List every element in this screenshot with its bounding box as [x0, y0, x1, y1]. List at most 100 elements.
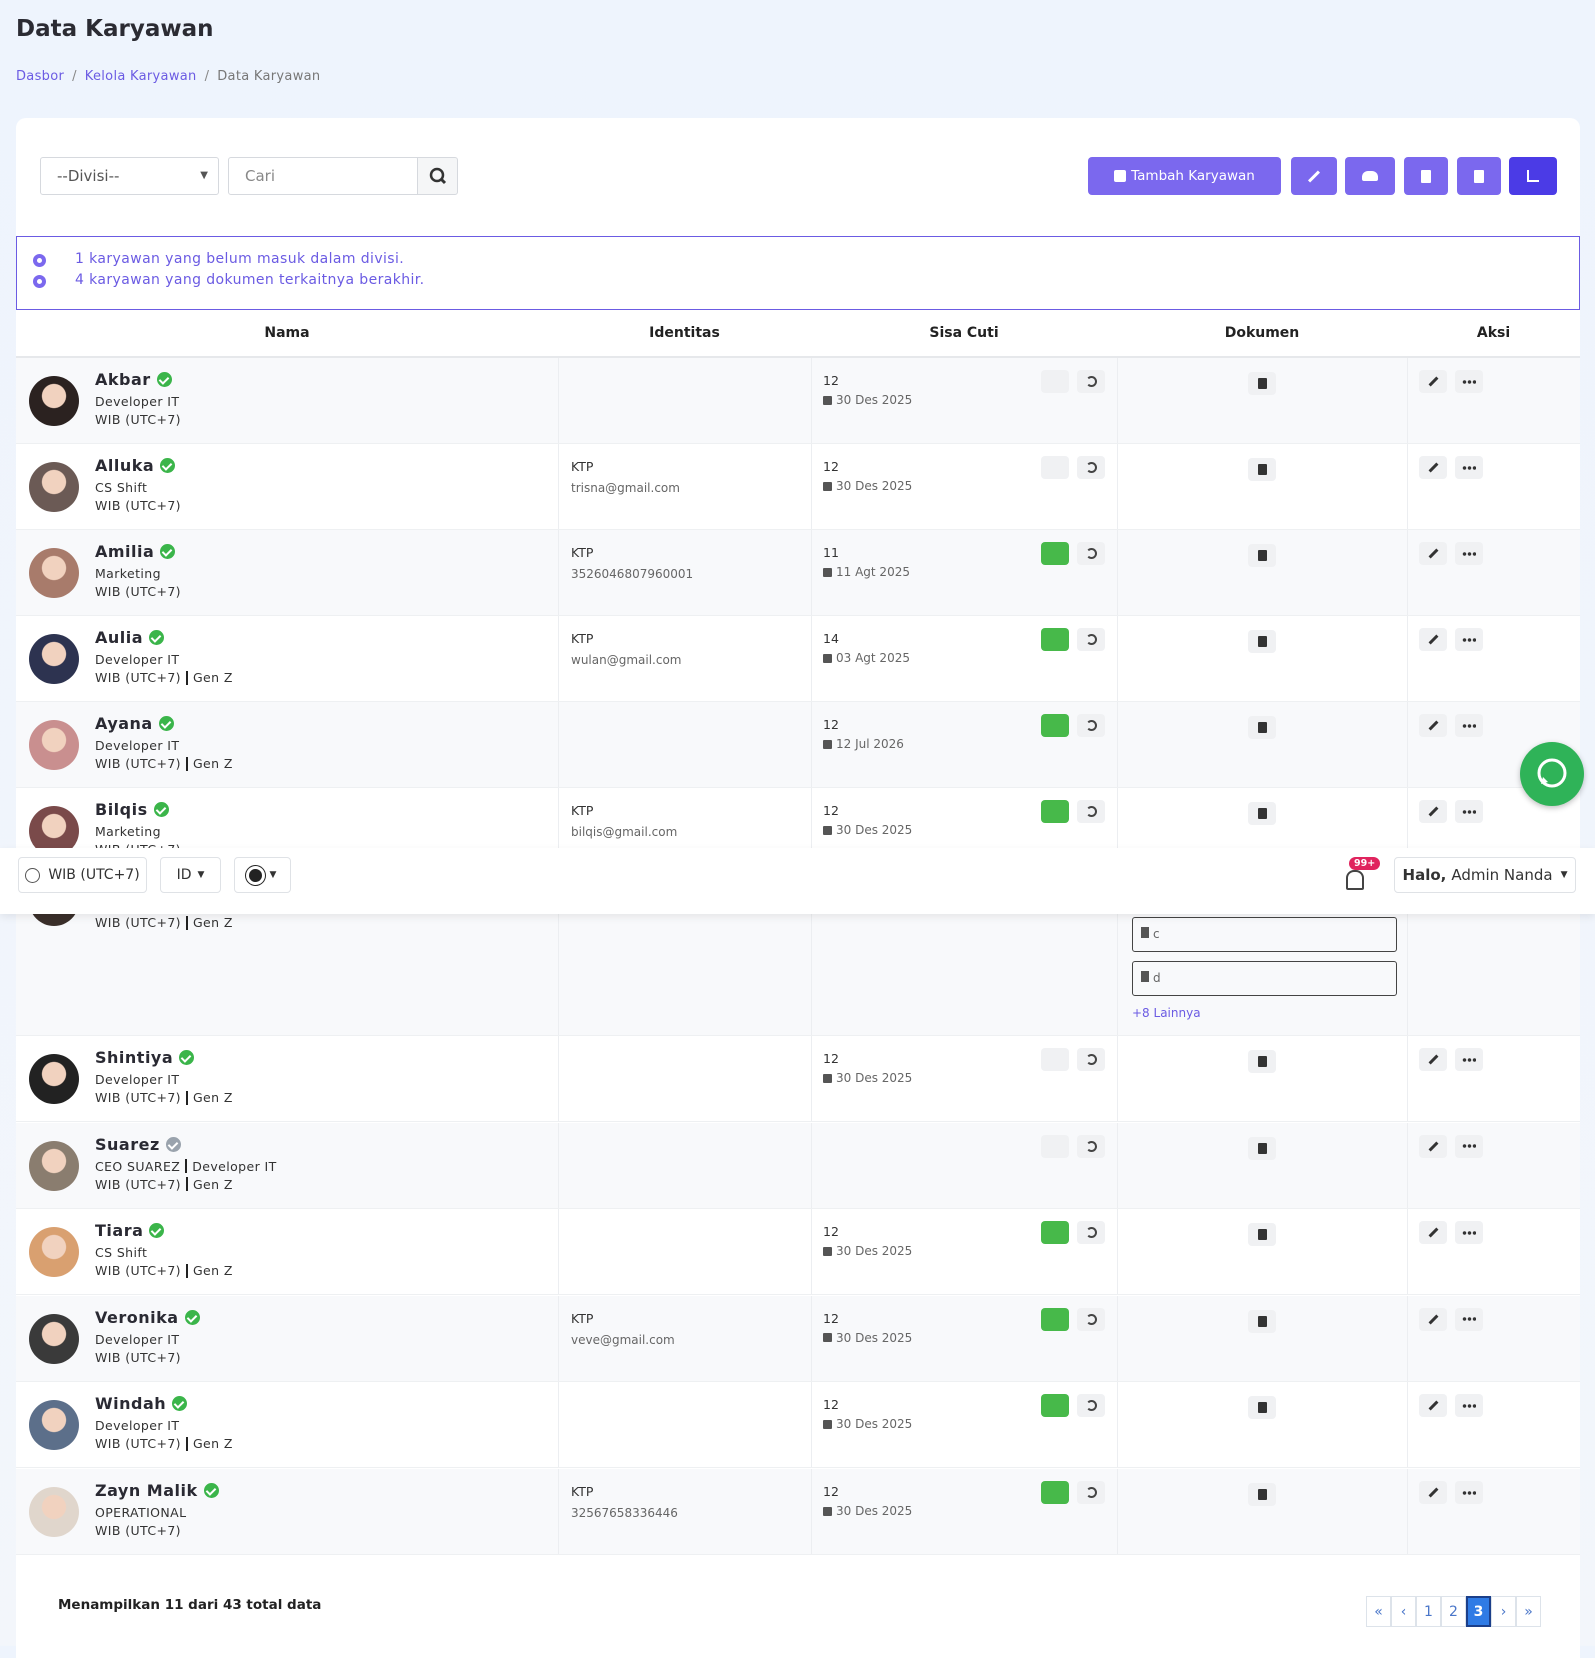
more-button[interactable] [1455, 1481, 1483, 1504]
leave-settings-button[interactable] [1041, 714, 1069, 737]
import-button[interactable] [1457, 157, 1501, 195]
language-button[interactable]: ID ▼ [160, 857, 221, 893]
export-button[interactable] [1404, 157, 1448, 195]
edit-button[interactable] [1419, 1307, 1447, 1331]
history-button[interactable] [1077, 1048, 1105, 1071]
leave-settings-button[interactable] [1041, 1048, 1069, 1071]
document-button[interactable] [1248, 630, 1276, 653]
more-button[interactable] [1455, 456, 1483, 479]
leave-settings-button[interactable] [1041, 1394, 1069, 1418]
edit-button[interactable] [1419, 628, 1447, 651]
search-input[interactable]: Cari [228, 157, 418, 195]
document-button[interactable] [1248, 1223, 1276, 1247]
history-button[interactable] [1077, 1481, 1105, 1504]
name[interactable]: Veronika [95, 1307, 179, 1327]
edit-button[interactable] [1419, 456, 1447, 479]
name[interactable]: Alluka [95, 456, 155, 475]
document-button[interactable] [1248, 1309, 1276, 1333]
edit-button[interactable] [1419, 714, 1447, 737]
document-button[interactable] [1248, 1396, 1276, 1420]
page-button[interactable]: › [1491, 1596, 1516, 1627]
name[interactable]: Shintiya [95, 1048, 174, 1067]
leave-settings-button[interactable] [1041, 542, 1069, 565]
more-button[interactable] [1455, 628, 1483, 651]
more-button[interactable] [1455, 1394, 1483, 1418]
history-button[interactable] [1077, 1394, 1105, 1418]
more-button[interactable] [1455, 542, 1483, 565]
history-button[interactable] [1077, 1134, 1105, 1158]
role: Developer IT [192, 1158, 277, 1174]
breadcrumb-link[interactable]: Kelola Karyawan [84, 69, 197, 84]
more-button[interactable] [1455, 370, 1483, 393]
page-button[interactable]: 1 [1416, 1596, 1441, 1627]
document-button[interactable] [1248, 544, 1276, 567]
name[interactable]: Suarez [95, 1134, 160, 1154]
page-button[interactable]: ‹ [1391, 1596, 1416, 1627]
history-button[interactable] [1077, 800, 1105, 823]
history-button[interactable] [1077, 628, 1105, 651]
page-button[interactable]: 2 [1441, 1596, 1466, 1627]
bell-icon[interactable] [1346, 870, 1364, 890]
document-button[interactable] [1248, 1136, 1276, 1160]
edit-button[interactable] [1419, 370, 1447, 393]
history-button[interactable] [1077, 1307, 1105, 1331]
document-button[interactable] [1248, 458, 1276, 481]
leave-settings-button[interactable] [1041, 628, 1069, 651]
more-button[interactable] [1455, 800, 1483, 823]
leave-settings-button[interactable] [1041, 370, 1069, 393]
name[interactable]: Bilqis [95, 800, 148, 819]
edit-button[interactable] [1419, 1481, 1447, 1504]
name[interactable]: Zayn Malik [95, 1481, 198, 1500]
document-box[interactable]: d [1132, 961, 1397, 996]
name[interactable]: Akbar [95, 370, 151, 389]
edit-button[interactable] [1419, 542, 1447, 565]
edit-button[interactable] [1419, 1221, 1447, 1245]
leave-settings-button[interactable] [1041, 1481, 1069, 1504]
document-button[interactable] [1248, 372, 1276, 395]
user-menu[interactable]: Halo, Admin Nanda ▼ [1394, 857, 1576, 893]
page-button[interactable]: 3 [1466, 1596, 1491, 1627]
edit-button[interactable] [1419, 800, 1447, 823]
leave-settings-button[interactable] [1041, 456, 1069, 479]
more-button[interactable] [1455, 714, 1483, 737]
theme-button[interactable]: ▼ [234, 857, 291, 893]
more-button[interactable] [1455, 1307, 1483, 1331]
name[interactable]: Tiara [95, 1221, 144, 1241]
more-documents-link[interactable]: +8 Lainnya [1132, 1006, 1201, 1020]
more-button[interactable] [1455, 1048, 1483, 1071]
leave-settings-button[interactable] [1041, 1307, 1069, 1331]
history-button[interactable] [1077, 370, 1105, 393]
page-button[interactable]: « [1366, 1596, 1391, 1627]
wand-button[interactable] [1291, 157, 1337, 195]
document-box[interactable]: c [1132, 917, 1397, 952]
history-button[interactable] [1077, 456, 1105, 479]
name[interactable]: Amilia [95, 542, 155, 561]
search-button[interactable] [417, 157, 458, 195]
name[interactable]: Ayana [95, 714, 153, 733]
division-select[interactable]: --Divisi-- ▼ [40, 157, 219, 195]
document-button[interactable] [1248, 802, 1276, 825]
leave-settings-button[interactable] [1041, 800, 1069, 823]
history-button[interactable] [1077, 542, 1105, 565]
page-button[interactable]: » [1516, 1596, 1541, 1627]
leave-settings-button[interactable] [1041, 1134, 1069, 1158]
edit-button[interactable] [1419, 1048, 1447, 1071]
more-button[interactable] [1455, 1134, 1483, 1158]
add-employee-button[interactable]: Tambah Karyawan [1088, 157, 1281, 195]
document-button[interactable] [1248, 1050, 1276, 1073]
leave-settings-button[interactable] [1041, 1221, 1069, 1245]
document-button[interactable] [1248, 716, 1276, 739]
edit-button[interactable] [1419, 1134, 1447, 1158]
document-button[interactable] [1248, 1483, 1276, 1506]
sort-button[interactable] [1509, 157, 1557, 195]
whatsapp-button[interactable] [1520, 742, 1584, 806]
edit-button[interactable] [1419, 1394, 1447, 1418]
name[interactable]: Windah [95, 1394, 167, 1414]
more-button[interactable] [1455, 1221, 1483, 1245]
timezone-button[interactable]: WIB (UTC+7) [18, 857, 147, 893]
breadcrumb-link[interactable]: Dasbor [16, 69, 65, 84]
users-button[interactable] [1345, 157, 1395, 195]
name[interactable]: Aulia [95, 628, 144, 647]
history-button[interactable] [1077, 1221, 1105, 1245]
history-button[interactable] [1077, 714, 1105, 737]
